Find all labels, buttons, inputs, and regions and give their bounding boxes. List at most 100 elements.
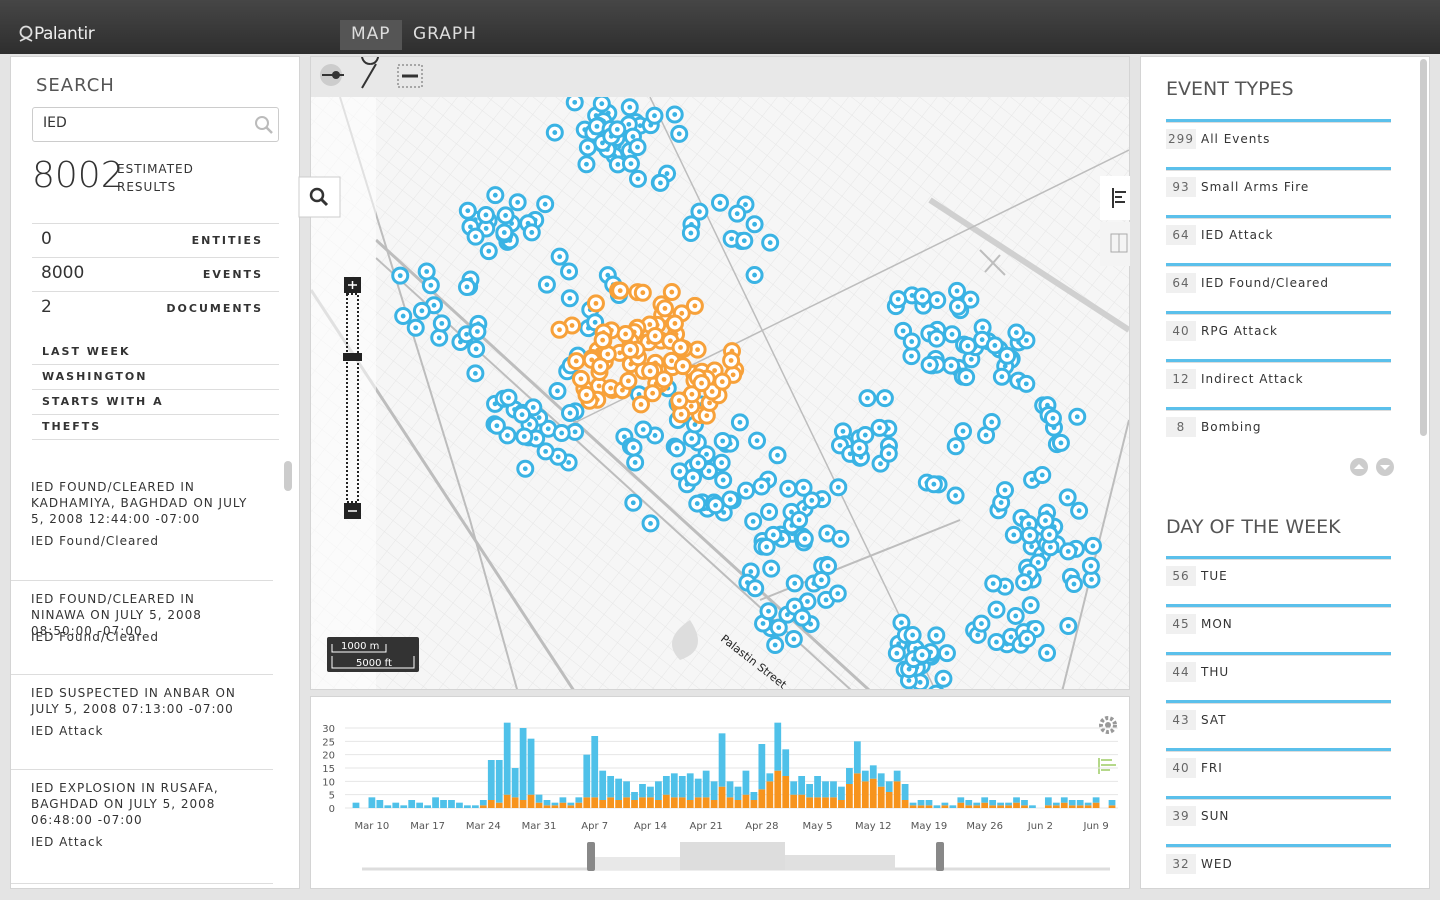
map-marker[interactable] (1058, 488, 1077, 507)
map-marker[interactable] (714, 471, 733, 490)
map-marker[interactable] (495, 223, 514, 242)
map-marker[interactable] (987, 600, 1006, 619)
map-marker[interactable] (688, 494, 707, 513)
search-map-button[interactable] (298, 176, 341, 218)
tool-pin[interactable] (361, 57, 379, 89)
map-marker[interactable] (634, 420, 653, 439)
map-marker[interactable] (902, 347, 921, 366)
map-marker[interactable] (665, 314, 684, 333)
map-marker[interactable] (560, 262, 579, 281)
map-marker[interactable] (621, 154, 640, 173)
map-marker[interactable] (795, 529, 814, 548)
map-marker[interactable] (608, 120, 627, 139)
map-marker[interactable] (713, 431, 732, 450)
map-marker[interactable] (591, 357, 610, 376)
map-marker[interactable] (670, 391, 689, 410)
map-marker[interactable] (829, 478, 848, 497)
map-marker[interactable] (1059, 542, 1078, 561)
map-marker[interactable] (946, 437, 965, 456)
map-marker[interactable] (744, 512, 763, 531)
filter[interactable]: STARTS WITH A (42, 395, 164, 408)
map-marker[interactable] (984, 574, 1003, 593)
map-marker[interactable] (624, 438, 643, 457)
map-marker[interactable] (920, 355, 939, 374)
map-marker[interactable] (913, 287, 932, 306)
map-marker[interactable] (651, 173, 670, 192)
map-marker[interactable] (954, 422, 973, 441)
map-marker[interactable] (972, 614, 991, 633)
map-marker[interactable] (828, 584, 847, 603)
facet-item[interactable]: 32 WED (1166, 854, 1391, 874)
map-marker[interactable] (655, 299, 674, 318)
map-marker[interactable] (624, 493, 643, 512)
map-marker[interactable] (1020, 526, 1039, 545)
map-marker[interactable] (537, 275, 556, 294)
map-marker[interactable] (858, 389, 877, 408)
map-marker[interactable] (561, 404, 580, 423)
map-marker[interactable] (1018, 629, 1037, 648)
map-marker[interactable] (550, 320, 569, 339)
map-marker[interactable] (545, 123, 564, 142)
map-marker[interactable] (760, 502, 779, 521)
map-marker[interactable] (875, 389, 894, 408)
map-marker[interactable] (479, 242, 498, 261)
map-marker[interactable] (713, 372, 732, 391)
map-marker[interactable] (790, 510, 809, 529)
map-marker[interactable] (730, 413, 749, 432)
map-marker[interactable] (628, 138, 647, 157)
map-marker[interactable] (1081, 556, 1100, 575)
map-marker[interactable] (1004, 525, 1023, 544)
map-marker[interactable] (1043, 409, 1062, 428)
facet-item[interactable]: 43 SAT (1166, 710, 1391, 730)
map-marker[interactable] (692, 374, 711, 393)
map-marker[interactable] (683, 468, 702, 487)
map-marker[interactable] (768, 446, 787, 465)
map-marker[interactable] (457, 277, 476, 296)
map-marker[interactable] (745, 215, 764, 234)
map-marker[interactable] (902, 332, 921, 351)
map-marker[interactable] (499, 388, 518, 407)
map-marker[interactable] (728, 204, 747, 223)
map-marker[interactable] (631, 395, 650, 414)
map-marker[interactable] (745, 266, 764, 285)
map-marker[interactable] (513, 405, 532, 424)
filter[interactable]: WASHINGTON (42, 370, 148, 383)
map-marker[interactable] (560, 289, 579, 308)
result-item[interactable]: IED FOUND/CLEARED IN KADHAMIYA, BAGHDAD … (11, 471, 273, 581)
facet-item[interactable]: 45 MON (1166, 614, 1391, 634)
map-marker[interactable] (486, 186, 505, 205)
map-marker[interactable] (536, 442, 555, 461)
map-marker[interactable] (946, 486, 965, 505)
map-marker[interactable] (673, 357, 692, 376)
map-marker[interactable] (1040, 525, 1059, 544)
map-marker[interactable] (1017, 374, 1036, 393)
facet-item[interactable]: 12 Indirect Attack (1166, 369, 1391, 389)
map-marker[interactable] (802, 491, 821, 510)
map-marker[interactable] (430, 328, 449, 347)
map-marker[interactable] (712, 453, 731, 472)
map-marker[interactable] (1006, 606, 1025, 625)
map-marker[interactable] (616, 325, 635, 344)
map-marker[interactable] (641, 362, 660, 381)
result-item[interactable]: IED EXPLOSION IN RUSAFA, BAGHDAD ON JULY… (11, 772, 273, 884)
search-icon[interactable] (253, 114, 275, 136)
map-marker[interactable] (690, 202, 709, 221)
map-marker[interactable] (737, 481, 756, 500)
facet-pager[interactable] (1349, 457, 1399, 479)
map-marker[interactable] (476, 205, 495, 224)
facet-item[interactable]: 64 IED Found/Cleared (1166, 273, 1391, 293)
map-marker[interactable] (998, 346, 1017, 365)
map-marker[interactable] (515, 427, 534, 446)
map-marker[interactable] (522, 223, 541, 242)
tab-graph[interactable]: GRAPH (413, 24, 477, 44)
map-marker[interactable] (761, 233, 780, 252)
map-marker[interactable] (1021, 596, 1040, 615)
map-marker[interactable] (689, 454, 708, 473)
map-marker[interactable] (889, 290, 908, 309)
map-marker[interactable] (748, 431, 767, 450)
map-marker[interactable] (706, 496, 725, 515)
map-marker[interactable] (567, 352, 586, 371)
map-marker[interactable] (487, 416, 506, 435)
filter[interactable]: THEFTS (42, 420, 102, 433)
map-marker[interactable] (646, 326, 665, 345)
